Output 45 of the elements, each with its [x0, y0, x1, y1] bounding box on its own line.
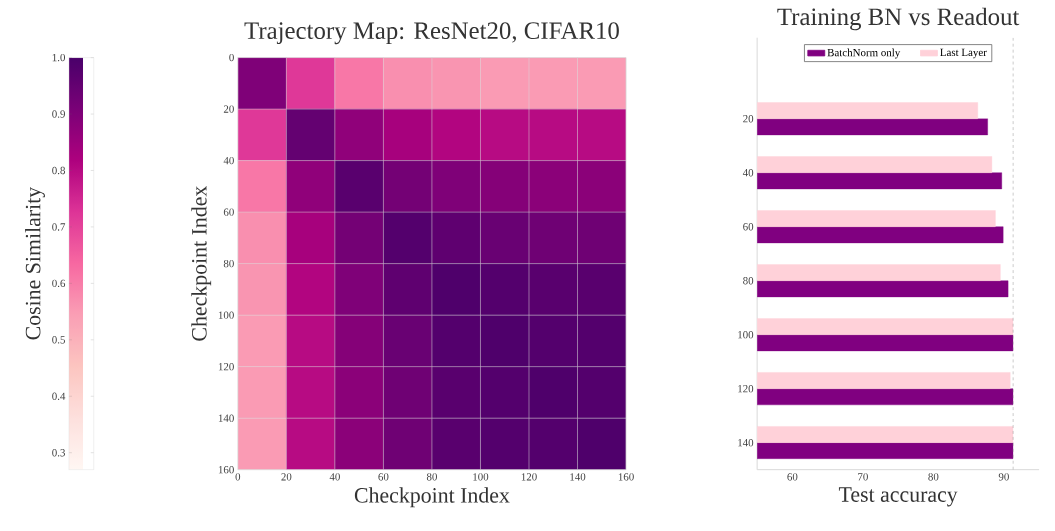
x-tick-label: 60 [378, 473, 389, 481]
color-bar-label: 0.6 [52, 279, 66, 287]
y-tick-label: 40 [223, 156, 234, 165]
color-bar-label: 0.5 [52, 336, 65, 344]
y-tick-label: 120 [218, 362, 234, 371]
y-tick-label: 160 [218, 465, 234, 474]
x-tick-label: 100 [473, 473, 489, 481]
y-tick-label: 80 [223, 259, 234, 268]
y-tick-label: 20 [223, 105, 234, 113]
x-tick-label: 0 [235, 473, 241, 481]
y-tick-label: 20 [743, 114, 754, 123]
x-tick-label: 90 [998, 473, 1009, 481]
y-tick-label: 140 [218, 414, 234, 422]
legend-label: BatchNorm only [827, 48, 901, 59]
x-tick-label: 120 [521, 473, 537, 481]
y-tick-label: 100 [738, 330, 754, 339]
x-tick-label: 40 [329, 473, 340, 481]
color-bar-label: 0.9 [52, 110, 65, 118]
color-bar-title: Cosine Similarity [25, 186, 45, 340]
y-tick-label: 60 [743, 222, 754, 231]
x-tick-label: 20 [281, 473, 292, 481]
x-tick-label: 80 [928, 473, 939, 481]
y-tick-label: 60 [223, 208, 234, 216]
color-bar-label: 0.8 [52, 166, 66, 175]
y-tick-label: 120 [738, 384, 754, 393]
x-tick-label: 140 [570, 473, 586, 481]
x-tick-label: 70 [858, 473, 868, 481]
chart-title: Trajectory Map: ResNet20, CIFAR10 [244, 22, 619, 45]
chart-title: Training BN vs Readout [777, 7, 1020, 31]
x-tick-label: 160 [618, 473, 634, 481]
y-tick-label: 140 [738, 438, 754, 447]
y-axis-title: Checkpoint Index [191, 185, 212, 341]
color-bar-label: 0.7 [52, 223, 66, 231]
color-bar-label: 0.4 [52, 392, 66, 400]
y-tick-label: 100 [218, 311, 234, 319]
color-bar-label: 1.0 [52, 53, 66, 62]
x-axis-title: Checkpoint Index [354, 487, 510, 508]
y-tick-label: 0 [229, 53, 234, 62]
x-tick-label: 80 [426, 473, 437, 481]
x-axis-title: Test accuracy [838, 487, 958, 507]
color-bar-label: 0.3 [52, 448, 65, 457]
y-tick-label: 40 [742, 168, 754, 177]
legend-label: Last Layer [940, 48, 987, 59]
y-tick-label: 80 [743, 276, 754, 285]
x-tick-label: 60 [787, 473, 798, 481]
